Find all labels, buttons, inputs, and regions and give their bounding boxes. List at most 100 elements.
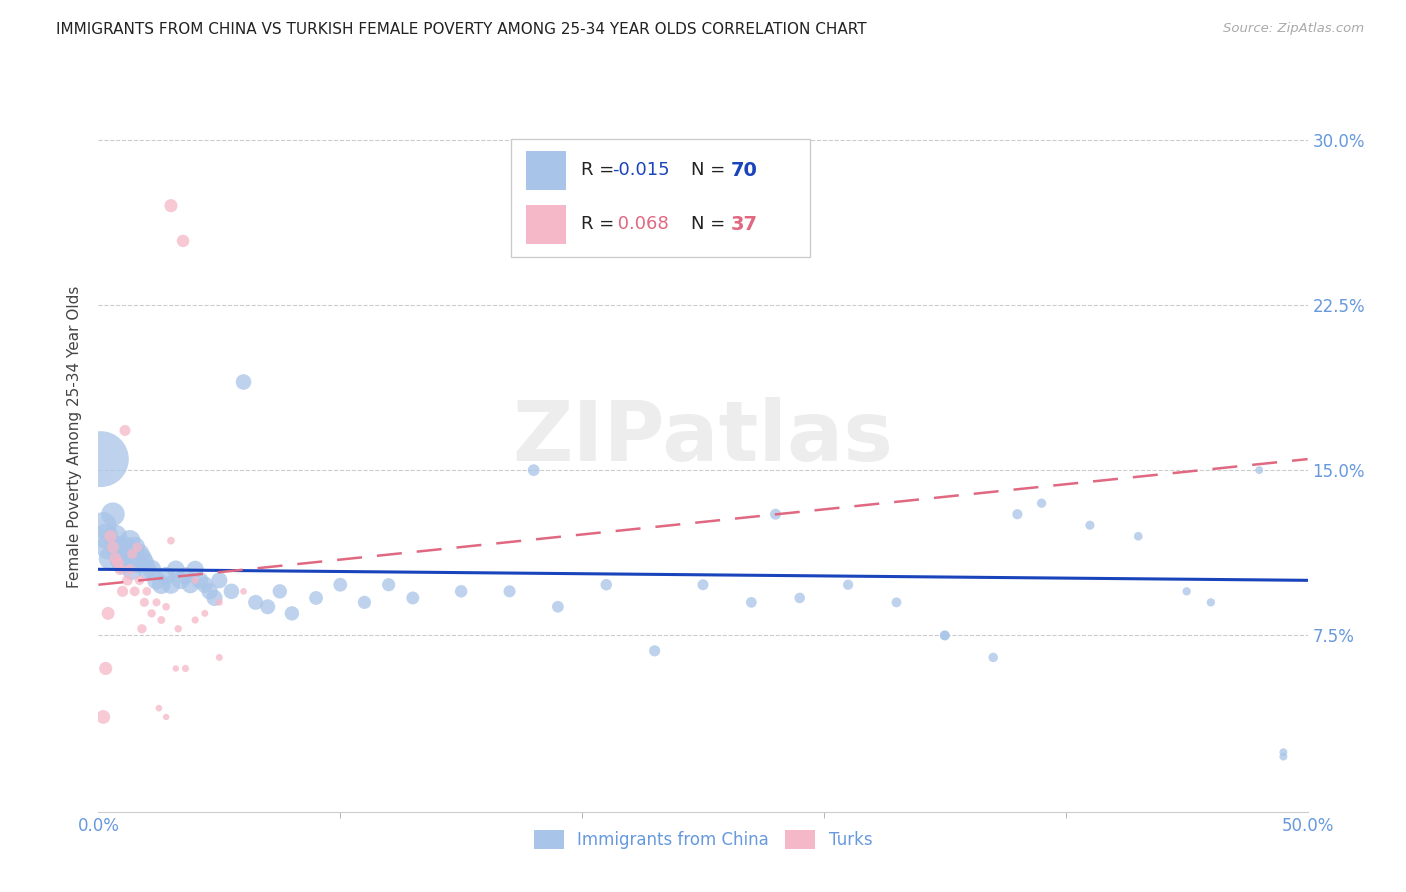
Point — [1031, 496, 1053, 510]
Point — [141, 562, 163, 576]
Point — [377, 578, 399, 592]
Point — [155, 710, 177, 724]
Point — [232, 584, 254, 599]
Point — [160, 578, 183, 592]
Point — [108, 551, 131, 566]
Point — [124, 584, 146, 599]
Point — [523, 463, 546, 477]
Point — [117, 574, 139, 588]
Point — [100, 529, 122, 543]
Point — [981, 650, 1004, 665]
Point — [934, 628, 956, 642]
Point — [1272, 749, 1295, 764]
Point — [765, 507, 787, 521]
Y-axis label: Female Poverty Among 25-34 Year Olds: Female Poverty Among 25-34 Year Olds — [67, 286, 83, 588]
Point — [886, 595, 908, 609]
FancyBboxPatch shape — [512, 139, 810, 257]
Point — [97, 541, 120, 555]
Point — [97, 607, 120, 621]
Point — [281, 607, 304, 621]
Point — [100, 551, 122, 566]
Point — [1175, 584, 1198, 599]
Point — [595, 578, 617, 592]
Point — [150, 578, 173, 592]
Point — [131, 622, 153, 636]
Point — [101, 507, 124, 521]
FancyBboxPatch shape — [526, 151, 567, 190]
Point — [208, 574, 231, 588]
Point — [269, 584, 291, 599]
Point — [94, 529, 117, 543]
Point — [204, 591, 226, 605]
Point — [104, 529, 127, 543]
Point — [184, 613, 207, 627]
Point — [107, 556, 129, 570]
Point — [118, 533, 141, 548]
Text: IMMIGRANTS FROM CHINA VS TURKISH FEMALE POVERTY AMONG 25-34 YEAR OLDS CORRELATIO: IMMIGRANTS FROM CHINA VS TURKISH FEMALE … — [56, 22, 868, 37]
Point — [94, 661, 117, 675]
Point — [148, 701, 170, 715]
Point — [114, 424, 136, 438]
Point — [740, 595, 762, 609]
Text: 37: 37 — [731, 215, 758, 234]
Point — [91, 518, 114, 533]
Text: ZIPatlas: ZIPatlas — [513, 397, 893, 477]
Point — [402, 591, 425, 605]
Point — [165, 661, 187, 675]
Point — [194, 607, 217, 621]
Point — [135, 562, 157, 576]
Point — [155, 569, 177, 583]
Point — [789, 591, 811, 605]
Point — [498, 584, 520, 599]
Point — [134, 595, 156, 609]
Point — [221, 584, 243, 599]
Point — [121, 547, 143, 561]
Point — [547, 599, 569, 614]
Point — [934, 628, 956, 642]
Text: N =: N = — [692, 161, 731, 179]
Point — [121, 562, 143, 576]
Point — [155, 599, 177, 614]
Point — [837, 578, 859, 592]
Point — [150, 613, 173, 627]
Point — [208, 595, 231, 609]
Text: -0.015: -0.015 — [612, 161, 669, 179]
Point — [353, 595, 375, 609]
Point — [1199, 595, 1222, 609]
Point — [160, 533, 183, 548]
Point — [135, 584, 157, 599]
Point — [107, 541, 129, 555]
Point — [117, 547, 139, 561]
Point — [184, 574, 207, 588]
Point — [329, 578, 352, 592]
Point — [141, 607, 163, 621]
Point — [1128, 529, 1150, 543]
Point — [165, 562, 187, 576]
Point — [111, 556, 134, 570]
Point — [188, 574, 211, 588]
Text: Source: ZipAtlas.com: Source: ZipAtlas.com — [1223, 22, 1364, 36]
Point — [174, 569, 197, 583]
Text: N =: N = — [692, 216, 731, 234]
Point — [160, 199, 183, 213]
Point — [1007, 507, 1029, 521]
Point — [256, 599, 278, 614]
Point — [134, 556, 156, 570]
Point — [169, 574, 191, 588]
Text: R =: R = — [581, 161, 620, 179]
Point — [114, 541, 136, 555]
Point — [644, 644, 666, 658]
Point — [1272, 745, 1295, 759]
Point — [104, 551, 127, 566]
Point — [111, 584, 134, 599]
Point — [124, 541, 146, 555]
Point — [128, 547, 150, 561]
Point — [245, 595, 267, 609]
Point — [692, 578, 714, 592]
Text: 70: 70 — [731, 161, 758, 180]
Point — [305, 591, 328, 605]
Point — [127, 556, 149, 570]
Point — [198, 584, 221, 599]
Point — [179, 578, 201, 592]
Point — [118, 562, 141, 576]
